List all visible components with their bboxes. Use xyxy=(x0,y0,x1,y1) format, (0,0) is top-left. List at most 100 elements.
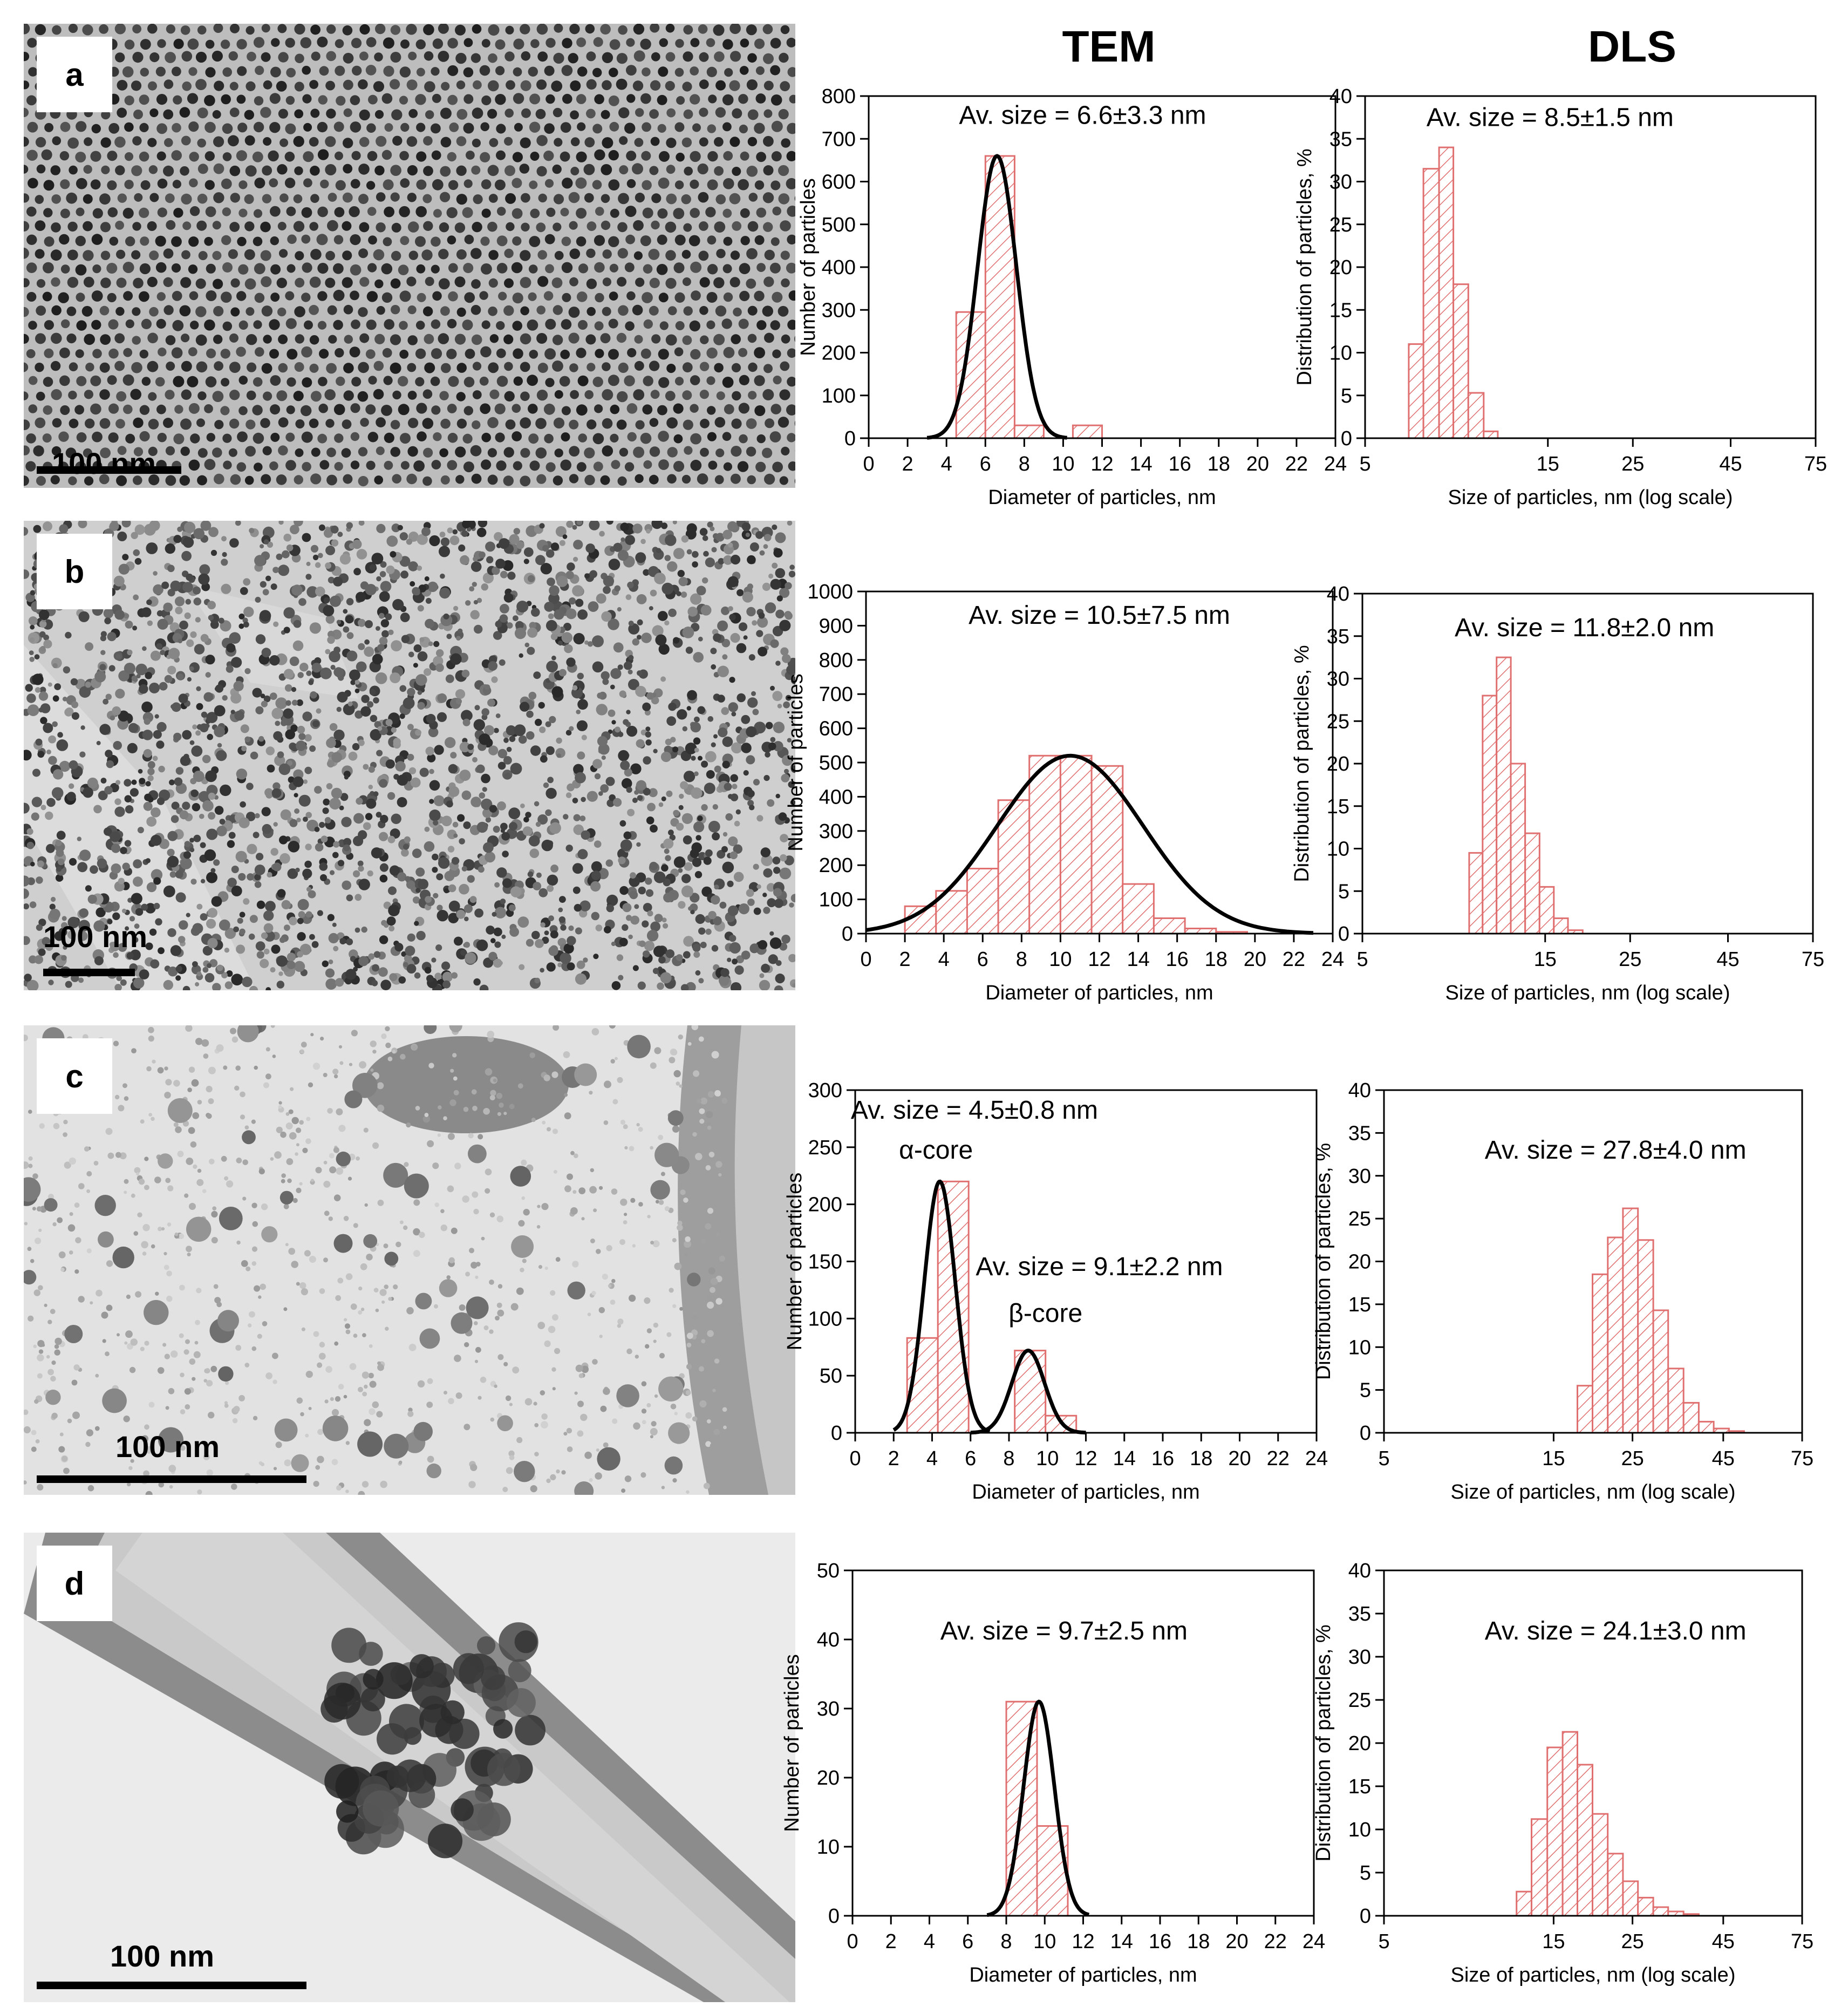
chart-annotation: β-core xyxy=(1008,1299,1082,1328)
y-axis-label: Distribution of particles, % xyxy=(1312,1143,1335,1380)
x-tick-label: 5 xyxy=(1378,1930,1389,1953)
y-tick-label: 30 xyxy=(1327,668,1349,691)
y-tick-label: 150 xyxy=(808,1251,842,1274)
chart-annotation: Av. size = 11.8±2.0 nm xyxy=(1455,614,1714,642)
x-tick-label: 75 xyxy=(1804,453,1827,475)
x-tick-label: 45 xyxy=(1712,1930,1735,1953)
histogram-bar xyxy=(1607,1236,1624,1434)
y-tick-label: 400 xyxy=(822,256,856,279)
y-tick-label: 30 xyxy=(1348,1646,1371,1669)
y-tick-label: 0 xyxy=(1360,1422,1371,1445)
y-tick-label: 10 xyxy=(1348,1336,1371,1359)
scale-bar-c xyxy=(37,1475,306,1483)
histogram-bar xyxy=(1438,146,1455,439)
x-tick-label: 6 xyxy=(965,1447,976,1470)
histogram-bar xyxy=(1524,832,1540,935)
chart-annotation: Av. size = 8.5±1.5 nm xyxy=(1427,103,1674,132)
x-tick-label: 12 xyxy=(1072,1930,1094,1953)
y-tick-label: 35 xyxy=(1329,128,1352,151)
histogram-bar xyxy=(1028,754,1061,935)
y-tick-label: 0 xyxy=(828,1905,840,1928)
histogram-bar xyxy=(1013,424,1045,439)
x-tick-label: 24 xyxy=(1305,1447,1328,1470)
x-tick-label: 12 xyxy=(1074,1447,1097,1470)
x-tick-label: 16 xyxy=(1149,1930,1171,1953)
x-tick-label: 14 xyxy=(1113,1447,1136,1470)
x-tick-label: 20 xyxy=(1246,453,1269,475)
x-tick-label: 10 xyxy=(1049,948,1072,971)
x-tick-label: 18 xyxy=(1208,453,1230,475)
histogram-bar xyxy=(1577,1385,1593,1434)
y-tick-label: 5 xyxy=(1360,1862,1371,1884)
y-tick-label: 40 xyxy=(1348,1560,1371,1582)
histogram-bar xyxy=(1059,754,1093,935)
tem-histogram-a: 0 2 4 6 8 10 12 14 16 18 20 22 24 0 100 200 300 400 500 600… xyxy=(777,80,1357,527)
histogram-bar xyxy=(1652,1309,1669,1434)
histogram-bar xyxy=(1682,1401,1700,1434)
y-tick-label: 20 xyxy=(1348,1732,1371,1755)
x-tick-label: 2 xyxy=(899,948,911,971)
y-tick-label: 5 xyxy=(1341,385,1352,407)
y-tick-label: 50 xyxy=(817,1560,840,1582)
x-tick-label: 15 xyxy=(1537,453,1559,475)
x-tick-label: 10 xyxy=(1052,453,1074,475)
y-tick-label: 20 xyxy=(1348,1251,1371,1274)
x-tick-label: 5 xyxy=(1359,453,1370,475)
x-tick-label: 5 xyxy=(1378,1447,1389,1470)
x-axis-label: Diameter of particles, nm xyxy=(985,982,1213,1004)
y-tick-label: 800 xyxy=(822,85,856,108)
y-tick-label: 200 xyxy=(822,342,856,365)
x-tick-label: 24 xyxy=(1324,453,1347,475)
gaussian-fit-curve xyxy=(926,154,1067,440)
panel-letter-b: b xyxy=(37,534,112,609)
x-tick-label: 0 xyxy=(847,1930,858,1953)
x-tick-label: 14 xyxy=(1110,1930,1133,1953)
x-tick-label: 18 xyxy=(1205,948,1228,971)
y-tick-label: 20 xyxy=(817,1767,840,1790)
gaussian-fit-curve xyxy=(986,1699,1090,1917)
histogram-bar xyxy=(1622,1880,1639,1917)
histogram-bar xyxy=(1036,1825,1069,1917)
dls-histogram-b: 5 15 25 45 75 0 5 10 15 20 25 30 35 40 Size of particl… xyxy=(1271,577,1835,1023)
x-tick-label: 12 xyxy=(1088,948,1110,971)
x-tick-label: 0 xyxy=(863,453,874,475)
scale-bar-a xyxy=(37,466,181,474)
histogram-bar xyxy=(1467,392,1485,439)
y-tick-label: 20 xyxy=(1327,753,1349,775)
y-tick-label: 40 xyxy=(817,1629,840,1651)
column-header-dls: DLS xyxy=(1588,22,1676,71)
chart-annotation: Av. size = 27.8±4.0 nm xyxy=(1485,1136,1747,1165)
y-tick-label: 800 xyxy=(819,649,853,672)
y-tick-label: 0 xyxy=(1341,427,1352,450)
gaussian-fit-curve xyxy=(865,753,1314,935)
y-tick-label: 300 xyxy=(819,820,853,843)
histogram-bar xyxy=(1652,1906,1669,1917)
scale-bar-label-c: 100 nm xyxy=(115,1430,220,1464)
histogram-bar xyxy=(1667,1367,1685,1434)
tem-micrograph-b: b 100 nm xyxy=(24,521,795,990)
y-tick-label: 100 xyxy=(808,1308,842,1330)
x-tick-label: 4 xyxy=(924,1930,935,1953)
x-tick-label: 12 xyxy=(1090,453,1113,475)
scale-bar-label-b: 100 nm xyxy=(43,920,147,954)
histogram-bar xyxy=(1637,1239,1654,1434)
histogram-bar xyxy=(1546,1746,1564,1917)
x-tick-label: 16 xyxy=(1166,948,1189,971)
y-tick-label: 700 xyxy=(822,128,856,151)
y-axis-label: Number of particles xyxy=(781,1654,803,1832)
tem-histogram-c: 0 2 4 6 8 10 12 14 16 18 20 22 24 0 50 100 150 200 250 300 D… xyxy=(763,1074,1338,1522)
y-tick-label: 10 xyxy=(817,1836,840,1859)
y-tick-label: 600 xyxy=(819,718,853,740)
y-tick-label: 10 xyxy=(1329,342,1352,365)
gaussian-fit-curve xyxy=(892,1179,991,1433)
x-tick-label: 24 xyxy=(1321,948,1344,971)
x-tick-label: 2 xyxy=(902,453,913,475)
x-tick-label: 75 xyxy=(1791,1447,1813,1470)
histogram-bar xyxy=(1468,852,1484,935)
x-tick-label: 22 xyxy=(1267,1447,1290,1470)
x-tick-label: 0 xyxy=(849,1447,861,1470)
histogram-bar xyxy=(1516,1890,1532,1917)
histogram-bar xyxy=(1483,430,1499,439)
chart-annotation: Av. size = 6.6±3.3 nm xyxy=(959,101,1206,130)
gaussian-fit-curve xyxy=(970,1349,1086,1435)
